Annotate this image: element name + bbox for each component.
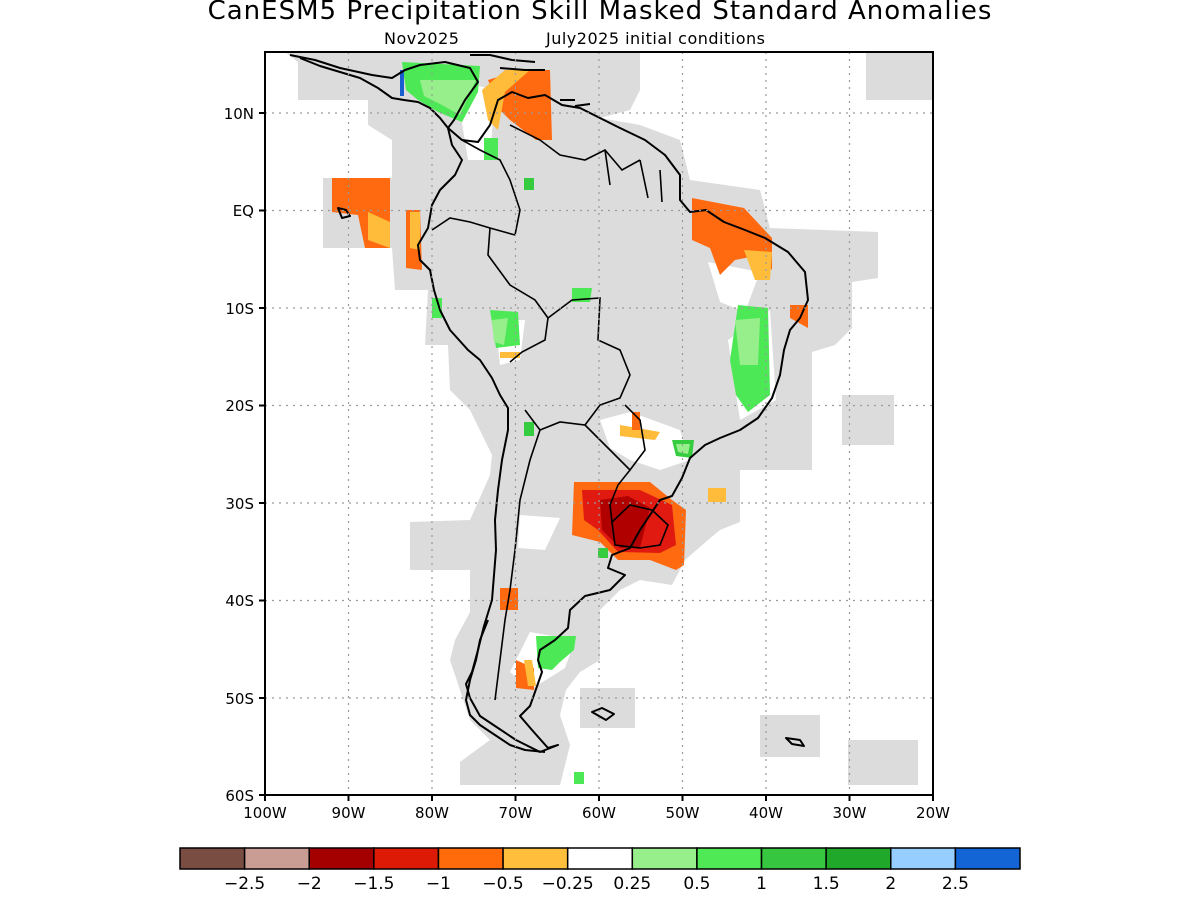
x-tick-label: 100W [243,804,287,822]
y-tick-label: EQ [233,202,254,220]
anomaly-green-peru-north [432,298,442,318]
anomaly-green-south [574,772,584,784]
anomaly-lightorange-patagonia-south [524,660,536,686]
colorbar-swatch [308,847,375,870]
anomaly-green-colombia-2 [524,178,534,190]
caribbean-islands [470,54,591,107]
peru-brazil-border [487,227,549,363]
x-tick-label: 30W [833,804,867,822]
argentina-border [494,429,541,701]
x-tick-label: 20W [916,804,950,822]
x-axis-labels: 100W 90W 80W 70W 60W 50W 40W 30W 20W [243,804,950,822]
colorbar-label: 2.5 [942,874,969,894]
initial-conditions: July2025 initial conditions [546,29,766,48]
south-georgia [785,737,805,747]
x-tick-label: 50W [666,804,700,822]
anomaly-orange-paraguay [632,412,640,430]
graticule [265,52,933,795]
x-tick-label: 80W [415,804,449,822]
colorbar-label: −0.5 [482,874,523,894]
central-america-coast [289,54,479,129]
x-tick-label: 60W [582,804,616,822]
anomaly-lightorange-southbrazil [708,488,726,502]
colorbar-label: 1.5 [813,874,840,894]
colorbar-swatch [179,847,246,870]
colorbar-label: 2 [885,874,896,894]
guianas-borders [604,149,663,203]
anomaly-lightorange-eq-pacific [368,212,390,248]
anomaly-shading [332,62,808,784]
chart-title: CanESM5 Precipitation Skill Masked Stand… [207,0,993,26]
colorbar-swatch [696,847,763,870]
anomaly-lightgreen-bahia [735,318,760,365]
colorbar-swatch [566,847,634,870]
anomaly-green-chile [524,422,534,436]
colorbar-label: −0.25 [542,874,594,894]
anomaly-lightgreen-mg [676,444,690,454]
y-tick-label: 10S [225,300,254,318]
falklands [591,707,615,721]
colorbar-label: 0.25 [613,874,651,894]
anomaly-green-argentina-small [598,548,608,558]
colorbar-label: −1 [426,874,451,894]
anomaly-green-colombia [484,138,498,160]
colorbar-label: −2.5 [224,874,265,894]
anomaly-lightorange-paraguay [620,425,660,440]
colorbar-label: 1 [756,874,767,894]
y-tick-label: 20S [225,397,254,415]
ecuador-border [431,217,516,236]
x-tick-label: 90W [332,804,366,822]
y-tick-label: 30S [225,495,254,513]
colorbar-swatch [243,847,310,870]
colorbar-swatch [760,847,827,870]
colorbar-swatch [631,847,698,870]
country-borders [431,124,669,701]
tick-marks [259,112,934,801]
y-tick-label: 50S [225,690,254,708]
anomaly-blue-central-america [400,70,404,96]
uruguay-border [611,504,669,549]
anomaly-green-patagonia [536,636,576,670]
colorbar-swatch [825,847,892,870]
y-axis-labels: 10N EQ 10S 20S 30S 40S 50S 60S [224,105,254,805]
anomaly-lightorange-ecuador [410,212,420,250]
x-tick-label: 40W [749,804,783,822]
colorbar-swatch [502,847,569,870]
colorbar-label: 0.5 [683,874,710,894]
colorbar-label: −2 [297,874,322,894]
y-tick-label: 60S [225,787,254,805]
y-tick-label: 10N [224,105,254,123]
anomaly-lightgreen-peru [492,318,508,345]
coastlines [289,54,809,753]
brazil-argentina-border [609,469,631,523]
anomaly-lightorange-ne-brazil [744,250,772,280]
galapagos [337,207,351,219]
forecast-month: Nov2025 [384,29,460,48]
colorbar-swatch [890,847,957,870]
y-tick-label: 40S [225,592,254,610]
colorbar-swatch [373,847,440,870]
south-america-coast [417,91,809,753]
colorbar-swatch [954,847,1021,870]
colombia-border [461,139,521,236]
bolivia-border [524,297,631,431]
colorbar: −2.5 −2 −1.5 −1 −0.5 −0.25 0.25 0.5 1 1.5 2 2.5 [179,847,1021,894]
venezuela-border [509,124,641,172]
colorbar-swatch [437,847,504,870]
x-tick-label: 70W [499,804,533,822]
colorbar-label: −1.5 [353,874,394,894]
